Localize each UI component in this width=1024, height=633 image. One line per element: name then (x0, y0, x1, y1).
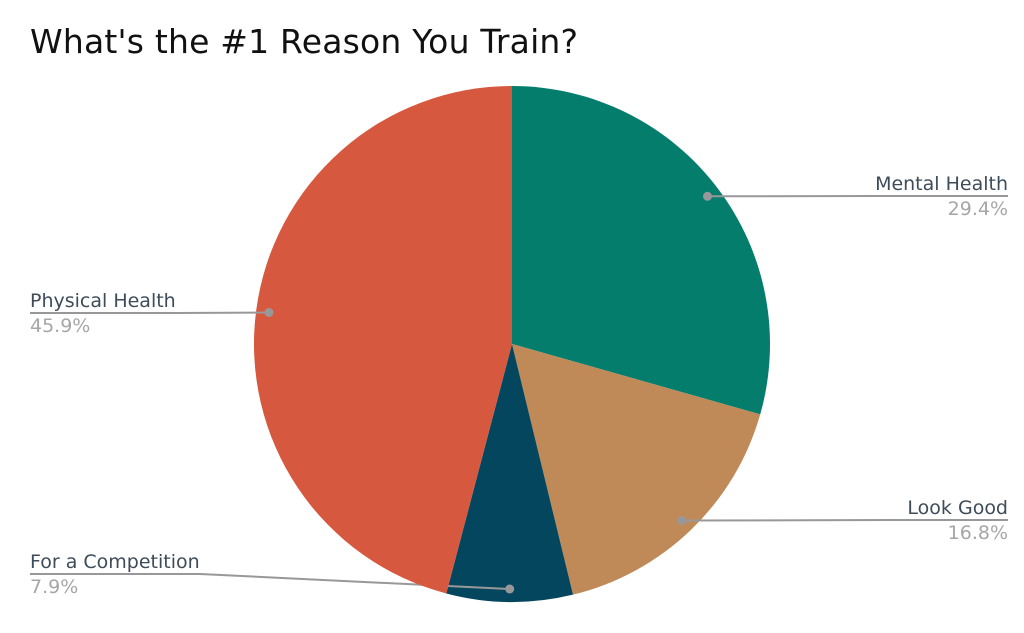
slice-percent-mental-health: 29.4% (947, 198, 1008, 220)
slice-label-mental-health: Mental Health (875, 173, 1008, 197)
leader-dot-mental-health (703, 191, 712, 201)
slice-percent-physical-health: 45.9% (30, 315, 91, 337)
slice-percent-for-a-competition: 7.9% (30, 576, 79, 598)
leader-dot-look-good (677, 516, 687, 525)
leader-line-for-a-competition (199, 573, 510, 590)
pie-slice-look-good[interactable] (512, 344, 761, 595)
slice-callout-physical-health: Physical Health 45.9% (30, 291, 176, 337)
slice-percent-look-good: 16.8% (947, 522, 1008, 544)
leader-line-physical-health (175, 311, 270, 314)
chart-title: What's the #1 Reason You Train? (30, 22, 579, 61)
leader-dot-physical-health (264, 308, 274, 317)
leader-line-look-good (681, 519, 908, 522)
slice-label-for-a-competition: For a Competition (30, 551, 200, 575)
slice-callout-for-a-competition: For a Competition 7.9% (30, 552, 200, 598)
slice-label-physical-health: Physical Health (30, 290, 176, 314)
pie-slice-mental-health[interactable] (512, 86, 770, 415)
slice-callout-mental-health: Mental Health 29.4% (875, 174, 1008, 220)
leader-dot-for-a-competition (505, 584, 515, 594)
slice-label-look-good: Look Good (907, 497, 1008, 521)
pie-slice-physical-health[interactable] (253, 86, 512, 594)
slice-callout-look-good: Look Good 16.8% (907, 498, 1008, 544)
pie-slice-for-a-competition[interactable] (446, 344, 574, 603)
